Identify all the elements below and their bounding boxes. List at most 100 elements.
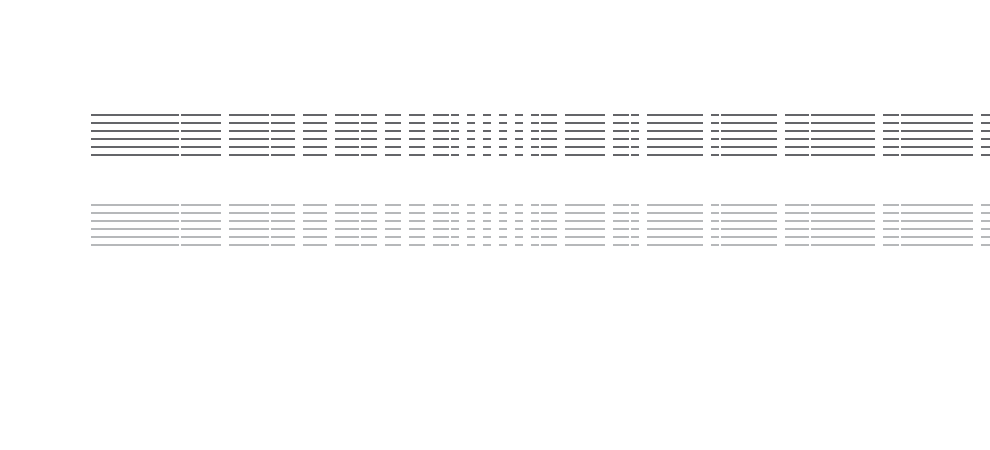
light-line-segment [785,204,809,206]
dark-line-segment [499,154,507,156]
dark-line-segment [631,122,639,124]
dark-line-segment [711,114,719,116]
dark-line-segment [433,122,449,124]
dark-line-segment [811,154,875,156]
light-line-segment [433,212,449,214]
light-line-segment [647,212,703,214]
light-line-segment [467,236,475,238]
light-line-segment [531,228,539,230]
light-line-segment [433,204,449,206]
light-line-segment [409,220,425,222]
dark-line-segment [981,146,990,148]
dark-line-segment [981,154,990,156]
dark-line-segment [451,138,459,140]
dark-line-segment [335,130,359,132]
dark-line-segment [181,154,221,156]
light-line-segment [499,220,507,222]
dark-line-segment [883,146,899,148]
light-line-segment [271,244,295,246]
light-line-segment [541,204,557,206]
dark-line-segment [541,138,557,140]
light-line-segment [981,244,990,246]
light-line-segment [613,244,629,246]
dark-line-segment [451,154,459,156]
light-line-segment [229,244,269,246]
light-line-segment [785,236,809,238]
dark-line-segment [901,122,973,124]
light-line-segment [565,244,605,246]
dark-line-segment [451,122,459,124]
light-line-segment [515,236,523,238]
dark-line-segment [361,114,377,116]
light-line-segment [565,212,605,214]
light-line-segment [303,220,327,222]
light-line-segment [91,236,179,238]
dark-line-segment [385,146,401,148]
light-line-segment [91,244,179,246]
light-line-segment [361,204,377,206]
dark-line-segment [271,146,295,148]
light-line-segment [385,212,401,214]
dark-line-segment [711,122,719,124]
dark-line-segment [335,114,359,116]
light-line-segment [883,212,899,214]
dark-line-segment [181,122,221,124]
light-line-segment [303,236,327,238]
light-line-segment [515,228,523,230]
dark-line-segment [613,122,629,124]
light-line-segment [451,236,459,238]
light-line-segment [901,220,973,222]
light-line-segment [565,236,605,238]
light-line-segment [613,212,629,214]
dark-line-segment [883,154,899,156]
dark-line-segment [483,114,491,116]
dark-line-segment [565,146,605,148]
dark-line-segment [303,138,327,140]
light-line-segment [811,212,875,214]
dark-line-segment [451,114,459,116]
dark-line-segment [711,130,719,132]
dark-line-segment [515,146,523,148]
light-line-segment [229,236,269,238]
light-line-segment [785,228,809,230]
dark-line-segment [811,138,875,140]
dark-line-segment [515,122,523,124]
dark-line-segment [647,114,703,116]
light-line-segment [499,212,507,214]
light-line-segment [335,204,359,206]
dark-line-segment [229,122,269,124]
light-line-segment [711,212,719,214]
dark-line-segment [811,130,875,132]
dark-line-segment [901,114,973,116]
dark-line-segment [433,154,449,156]
dark-line-segment [499,130,507,132]
dark-line-segment [711,138,719,140]
dark-line-segment [335,138,359,140]
dark-line-segment [361,154,377,156]
dark-line-segment [647,122,703,124]
dark-line-segment [901,138,973,140]
light-line-segment [229,228,269,230]
dark-line-segment [409,146,425,148]
dark-line-segment [271,154,295,156]
dark-line-segment [531,146,539,148]
light-line-segment [303,204,327,206]
light-line-segment [303,244,327,246]
light-line-segment [541,244,557,246]
dark-line-segment [385,154,401,156]
light-line-segment [91,220,179,222]
light-line-segment [385,236,401,238]
dark-line-segment [467,138,475,140]
light-line-segment [901,228,973,230]
light-line-segment [901,244,973,246]
light-line-segment [385,228,401,230]
light-line-segment [721,212,777,214]
dark-line-segment [91,130,179,132]
dark-line-segment [515,114,523,116]
light-line-segment [361,228,377,230]
dark-line-segment [785,138,809,140]
dark-line-segment [981,114,990,116]
light-line-segment [91,228,179,230]
light-line-segment [541,236,557,238]
